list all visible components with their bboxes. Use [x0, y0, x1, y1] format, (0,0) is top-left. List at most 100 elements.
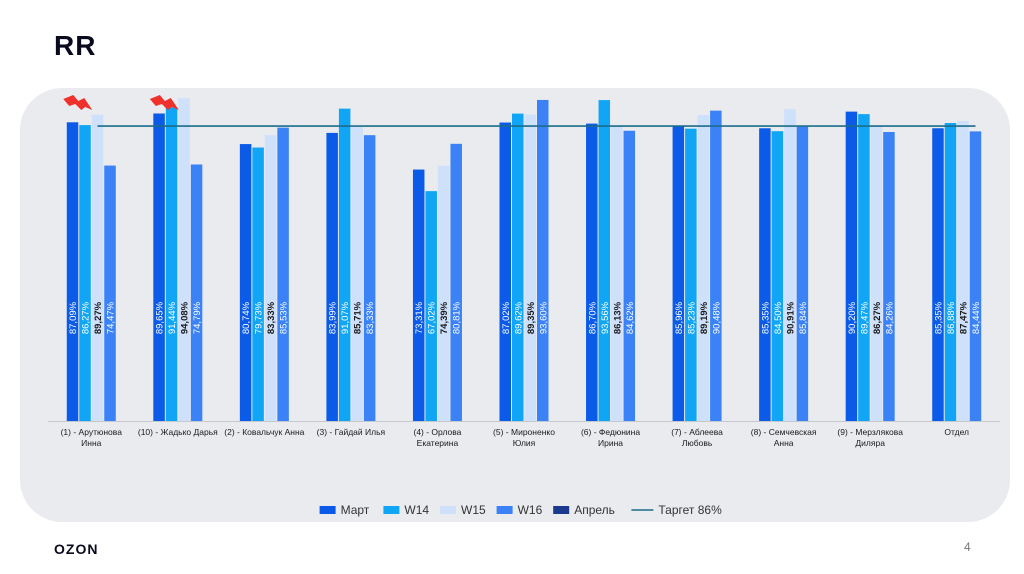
- bar-w14-6: [598, 100, 611, 421]
- category-label-4-0: (4) - Орлова: [413, 427, 461, 437]
- bar-w14-2: [252, 147, 264, 421]
- bar-w14-9: [858, 114, 870, 422]
- bar-w15-4: [437, 165, 450, 421]
- data-label-w15-7: 89,19%: [699, 301, 710, 334]
- data-label-w14-0: 86,27%: [81, 301, 92, 334]
- bar-w16-0: [104, 165, 116, 421]
- data-label-mart-9: 90,20%: [847, 301, 858, 334]
- data-label-mart-7: 85,96%: [674, 301, 685, 334]
- bar-mart-9: [845, 111, 858, 421]
- category-label-6-1: Ирина: [598, 438, 623, 448]
- bar-w14-7: [685, 128, 697, 421]
- bar-mart-2: [239, 144, 252, 421]
- category-label-1-0: (10) - Жадько Дарья: [138, 427, 218, 437]
- data-label-mart-5: 87,02%: [501, 301, 512, 334]
- bar-w15-5: [524, 114, 536, 421]
- bar-w14-8: [771, 131, 784, 422]
- bar-w14-5: [512, 113, 524, 422]
- data-label-w15-5: 89,35%: [526, 301, 537, 334]
- legend-label-w16: W16: [518, 503, 543, 517]
- bar-w15-6: [611, 125, 623, 421]
- data-label-w14-6: 93,56%: [600, 301, 611, 334]
- data-label-w16-1: 74,79%: [192, 301, 203, 334]
- data-label-w16-6: 84,62%: [625, 301, 636, 334]
- bar-w16-7: [710, 110, 722, 422]
- bar-w14-3: [338, 108, 351, 422]
- data-label-mart-8: 85,35%: [760, 301, 771, 334]
- data-label-w15-3: 85,71%: [353, 301, 364, 334]
- bar-mart-1: [153, 113, 165, 422]
- data-label-w16-4: 80,81%: [452, 301, 463, 334]
- data-label-w16-10: 84,44%: [971, 301, 982, 334]
- bar-w14-1: [165, 107, 178, 421]
- bar-w14-10: [944, 123, 957, 422]
- data-label-w15-0: 89,27%: [93, 301, 104, 334]
- bar-w16-3: [363, 135, 376, 421]
- legend-label-w14: W14: [404, 503, 429, 517]
- bar-w15-0: [91, 114, 104, 422]
- category-label-8-0: (8) - Семчевская: [751, 427, 817, 437]
- legend-label-mart: Март: [341, 503, 370, 517]
- legend-label-target: Таргет 86%: [658, 503, 722, 517]
- lightning-icon: [63, 95, 93, 110]
- category-label-0-1: Инна: [81, 438, 101, 448]
- legend-label-w15: W15: [461, 503, 486, 517]
- bar-mart-5: [499, 122, 511, 422]
- bar-mart-0: [66, 122, 79, 421]
- data-label-w15-9: 86,27%: [872, 301, 883, 334]
- bar-mart-7: [672, 126, 685, 422]
- legend-swatch-w14: [383, 506, 400, 514]
- data-label-mart-1: 89,65%: [155, 301, 166, 334]
- data-label-mart-4: 73,31%: [414, 301, 425, 334]
- bar-w16-6: [623, 130, 636, 421]
- bar-w16-4: [450, 143, 462, 421]
- bar-w15-1: [178, 98, 190, 421]
- category-label-5-1: Юлия: [513, 438, 536, 448]
- page-number: 4: [964, 540, 971, 554]
- data-label-w16-3: 83,33%: [365, 301, 376, 334]
- data-label-w14-2: 79,73%: [254, 301, 265, 334]
- legend-swatch-mart: [319, 506, 336, 514]
- data-label-w15-8: 90,91%: [785, 301, 796, 334]
- data-label-w15-6: 86,13%: [612, 301, 623, 334]
- bar-mart-8: [759, 128, 771, 421]
- data-label-w14-9: 89,47%: [859, 301, 870, 334]
- bar-w15-8: [784, 109, 796, 421]
- data-label-w14-7: 85,23%: [686, 301, 697, 334]
- bar-mart-10: [932, 128, 944, 421]
- bar-w16-2: [277, 127, 289, 421]
- bar-w14-0: [79, 125, 91, 421]
- bar-w15-2: [264, 135, 277, 421]
- bar-mart-4: [412, 169, 425, 421]
- data-label-mart-2: 80,74%: [241, 301, 252, 334]
- lightning-icon: [149, 95, 179, 110]
- bar-w15-9: [870, 125, 883, 421]
- data-label-w15-10: 87,47%: [958, 301, 969, 334]
- data-label-w15-1: 94,08%: [180, 301, 191, 334]
- category-label-10-0: Отдел: [944, 427, 969, 437]
- data-label-w14-4: 67,02%: [427, 301, 438, 334]
- category-label-7-1: Любовь: [682, 438, 713, 448]
- category-label-7-0: (7) - Аблеева: [671, 427, 723, 437]
- data-label-w15-4: 74,39%: [439, 301, 450, 334]
- data-label-w14-5: 89,62%: [513, 301, 524, 334]
- category-label-9-1: Диляра: [855, 438, 885, 448]
- bar-w14-4: [425, 191, 437, 421]
- category-label-0-0: (1) - Арутюнова: [61, 427, 123, 437]
- data-label-w16-5: 93,60%: [538, 301, 549, 334]
- data-label-w14-10: 86,88%: [946, 301, 957, 334]
- data-label-w14-1: 91,44%: [167, 301, 178, 334]
- category-label-3-0: (3) - Гайдай Илья: [317, 427, 386, 437]
- legend-swatch-w16: [496, 506, 513, 514]
- data-label-w15-2: 83,33%: [266, 301, 277, 334]
- legend-swatch-w15: [440, 506, 456, 514]
- bar-w16-1: [190, 164, 203, 421]
- data-label-w16-2: 85,53%: [279, 301, 290, 334]
- data-label-w14-8: 84,50%: [773, 301, 784, 334]
- bar-w16-9: [883, 131, 895, 421]
- legend-label-april: Апрель: [574, 503, 615, 517]
- category-label-4-1: Екатерина: [417, 438, 459, 448]
- bar-w15-10: [957, 120, 969, 421]
- data-label-mart-6: 86,70%: [587, 301, 598, 334]
